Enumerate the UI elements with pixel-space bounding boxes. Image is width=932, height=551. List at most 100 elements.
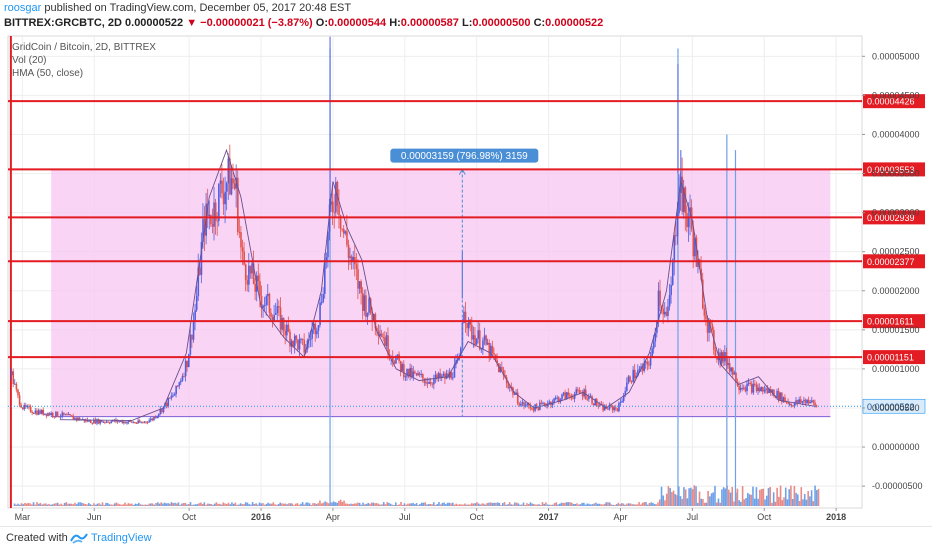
- candle-body: [135, 422, 138, 424]
- volume-bar: [798, 501, 801, 506]
- volume-bar: [379, 504, 382, 506]
- range-box[interactable]: [51, 169, 831, 417]
- volume-bar: [715, 502, 718, 506]
- volume-bar: [472, 503, 475, 506]
- candle-body: [232, 178, 234, 184]
- author-link[interactable]: roosgar: [4, 2, 42, 14]
- candle-body: [53, 416, 56, 418]
- candle-body: [17, 389, 19, 396]
- level-price-label: 0.00001151: [867, 353, 914, 363]
- chart-title: GridCoin / Bitcoin, 2D, BITTREX: [12, 42, 156, 53]
- candle-body: [260, 295, 263, 309]
- volume-bar: [20, 503, 23, 506]
- candle-body: [169, 397, 171, 399]
- candle-body: [42, 409, 45, 415]
- volume-bar: [346, 503, 349, 506]
- candle-body: [798, 399, 801, 403]
- candle-body: [88, 420, 90, 422]
- volume-bar: [681, 498, 684, 506]
- candle-body: [248, 265, 250, 285]
- volume-bar: [153, 504, 156, 506]
- volume-bar: [191, 504, 194, 506]
- volume-bar: [117, 503, 119, 506]
- volume-bar: [767, 488, 770, 506]
- volume-bar: [63, 502, 66, 506]
- volume-bar: [357, 502, 359, 506]
- candle-body: [181, 376, 184, 381]
- candle-body: [493, 352, 495, 355]
- candle-body: [377, 330, 380, 336]
- candle-body: [425, 382, 427, 384]
- candle-body: [619, 402, 622, 404]
- candle-body: [194, 310, 196, 321]
- volume-bar: [419, 504, 421, 506]
- candle-body: [589, 396, 592, 398]
- candle-body: [491, 345, 494, 353]
- volume-bar: [731, 486, 734, 506]
- candle-body: [738, 385, 740, 391]
- candle-body: [324, 262, 326, 294]
- candle-body: [126, 422, 128, 424]
- volume-bar: [507, 504, 509, 506]
- candle-body: [191, 334, 193, 340]
- volume-bar: [748, 494, 751, 506]
- volume-bar: [310, 504, 313, 506]
- candle-body: [44, 413, 46, 415]
- candle-body: [51, 412, 54, 417]
- price-chart[interactable]: 0.00003159 (796.98%) 31590.000044260.000…: [0, 0, 932, 526]
- volume-bar: [527, 504, 530, 506]
- candle-body: [746, 383, 748, 392]
- volume-bar: [774, 501, 777, 506]
- candle-body: [292, 340, 294, 347]
- candle-body: [300, 338, 302, 340]
- volume-bar: [279, 502, 282, 506]
- level-price-tag: [863, 162, 925, 177]
- volume-bar: [614, 504, 616, 506]
- volume-bar: [112, 504, 114, 506]
- volume-bar: [148, 503, 150, 506]
- volume-bar: [495, 502, 497, 506]
- volume-bar: [709, 496, 711, 506]
- candle-body: [116, 419, 119, 422]
- publish-header: roosgar published on TradingView.com, De…: [0, 0, 932, 36]
- volume-bar: [289, 503, 292, 506]
- tradingview-brand[interactable]: TradingView: [91, 532, 152, 544]
- volume-bar: [244, 502, 247, 506]
- candle-body: [124, 421, 127, 424]
- volume-bar: [274, 504, 276, 506]
- volume-bar: [74, 502, 76, 506]
- candle-body: [342, 228, 345, 234]
- candle-body: [131, 421, 133, 423]
- volume-bar: [790, 485, 792, 506]
- volume-bar: [150, 503, 152, 506]
- candle-body: [208, 214, 211, 216]
- volume-bar: [712, 492, 715, 506]
- candle-body: [33, 413, 35, 415]
- candle-body: [478, 330, 481, 350]
- volume-bar: [393, 504, 395, 506]
- volume-bar: [401, 504, 404, 506]
- volume-bar: [536, 504, 539, 506]
- volume-bar: [106, 503, 109, 506]
- volume-bar: [125, 504, 128, 506]
- candle-body: [807, 399, 810, 404]
- volume-bar: [443, 502, 445, 506]
- candle-body: [622, 395, 625, 401]
- volume-bar: [696, 502, 699, 506]
- volume-bar: [657, 502, 659, 506]
- candle-body: [787, 401, 789, 404]
- candle-body: [184, 360, 187, 377]
- candle-body: [781, 392, 783, 402]
- volume-bar: [137, 502, 140, 506]
- volume-bar: [603, 503, 606, 506]
- candle-body: [221, 180, 223, 194]
- volume-bar: [814, 485, 816, 506]
- candle-body: [546, 403, 549, 407]
- volume-bar: [772, 492, 775, 506]
- candle-body: [502, 370, 505, 376]
- volume-bar: [640, 504, 642, 506]
- candle-body: [403, 364, 405, 378]
- volume-bar: [250, 504, 252, 506]
- symbol-label: BITTREX:GRCBTC, 2D: [4, 17, 122, 29]
- candle-body: [121, 420, 124, 424]
